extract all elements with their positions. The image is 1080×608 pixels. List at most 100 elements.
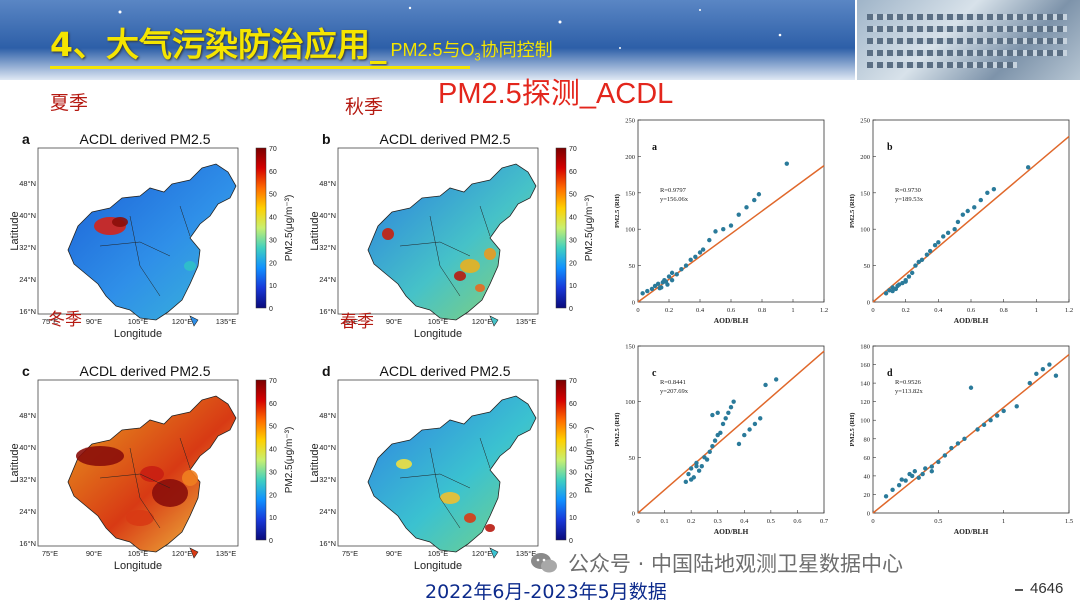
- data-point: [679, 267, 684, 272]
- data-point: [694, 460, 699, 466]
- data-point: [955, 219, 961, 225]
- map-ytick-label: 40°N: [19, 443, 36, 452]
- data-point: [688, 257, 693, 262]
- map-xtick-label: 105°E: [128, 317, 149, 326]
- map-title: ACDL derived PM2.5: [380, 131, 511, 147]
- data-point: [936, 240, 941, 245]
- y-tick-label: 250: [625, 118, 635, 125]
- colorbar-tick-label: 20: [269, 260, 277, 267]
- season-autumn: 秋季: [345, 96, 384, 118]
- data-point: [916, 259, 921, 265]
- watermark: 公众号 · 中国陆地观测卫星数据中心: [530, 548, 903, 578]
- map-plot: [67, 395, 237, 559]
- data-point: [927, 248, 933, 254]
- map-svg-a: a ACDL derived PM2.5 75°E 90°E 105°E 120°E 135…: [10, 131, 295, 340]
- colorbar-tick-label: 40: [569, 215, 577, 222]
- colorbar-tick-label: 10: [269, 515, 277, 522]
- colorbar-tick-label: 30: [269, 237, 277, 244]
- data-point: [688, 466, 694, 471]
- scatter-panel-letter: d: [887, 368, 893, 379]
- map-xtick-label: 135°E: [516, 549, 537, 558]
- map-ytick-label: 40°N: [319, 443, 336, 452]
- data-point: [1027, 380, 1032, 386]
- data-point: [941, 234, 946, 239]
- y-tick-label: 150: [860, 190, 870, 197]
- x-tick-label: 0.3: [714, 518, 722, 525]
- data-point: [932, 243, 938, 248]
- colorbar-label: PM2.5(μg/m⁻³): [284, 195, 295, 262]
- data-point: [731, 399, 736, 404]
- map-title: ACDL derived PM2.5: [380, 363, 511, 379]
- watermark-text: 公众号 · 中国陆地观测卫星数据中心: [568, 552, 904, 576]
- map-xtick-label: 90°E: [86, 317, 102, 326]
- data-point: [756, 192, 762, 197]
- map-xtick-label: 75°E: [42, 549, 58, 558]
- pm25-hotspot: [182, 470, 198, 486]
- data-point: [758, 416, 763, 421]
- data-point: [1047, 362, 1052, 367]
- pm25-hotspot: [484, 248, 496, 260]
- map-xtick-label: 90°E: [86, 549, 102, 558]
- data-point: [645, 288, 650, 294]
- map-ytick-label: 32°N: [19, 243, 36, 252]
- map-xlabel: Longitude: [414, 328, 462, 340]
- x-tick-label: 1.2: [1065, 307, 1073, 314]
- map-xtick-label: 75°E: [342, 317, 358, 326]
- colorbar-tick-label: 10: [269, 283, 277, 290]
- map-xtick-label: 135°E: [516, 317, 537, 326]
- data-point: [896, 482, 902, 488]
- page-title: 4、大气污染防治应用_ PM2.5与O3协同控制: [50, 18, 553, 64]
- data-point: [955, 441, 961, 446]
- x-tick-label: 0.6: [727, 307, 736, 314]
- y-tick-label: 20: [864, 492, 871, 499]
- x-tick-label: 0: [636, 307, 639, 314]
- map-ytick-label: 40°N: [19, 211, 36, 220]
- data-point: [683, 263, 689, 268]
- data-point: [752, 421, 758, 427]
- data-point: [710, 412, 715, 418]
- colorbar-tick-label: 70: [269, 378, 277, 385]
- map-ytick-label: 24°N: [19, 275, 36, 284]
- colorbar-tick-label: 60: [269, 169, 277, 176]
- data-point: [913, 263, 918, 268]
- map-plot: [367, 163, 537, 327]
- x-tick-label: 0.5: [934, 518, 942, 525]
- x-tick-label: 0.4: [934, 307, 943, 314]
- y-tick-label: 160: [860, 362, 870, 369]
- y-tick-label: 100: [625, 227, 635, 234]
- x-tick-label: 0.6: [967, 307, 976, 314]
- data-point: [920, 471, 925, 477]
- data-point: [720, 421, 726, 427]
- annotation-r: R=0.9526: [895, 379, 922, 386]
- y-tick-label: 200: [625, 154, 635, 161]
- x-tick-label: 1: [791, 307, 794, 314]
- colorbar-tick-label: 50: [269, 424, 277, 431]
- map-panel-letter: a: [22, 131, 30, 147]
- map-ytick-label: 24°N: [319, 507, 336, 516]
- data-point: [723, 416, 728, 421]
- x-tick-label: 0.2: [687, 518, 695, 525]
- data-point: [883, 291, 889, 296]
- map-ytick-label: 40°N: [319, 211, 336, 220]
- page-number: 4646: [1030, 580, 1064, 597]
- wechat-icon: [531, 553, 557, 573]
- map-ytick-label: 24°N: [319, 275, 336, 284]
- map-xlabel: Longitude: [114, 560, 162, 572]
- scatter-panel-letter: b: [887, 142, 893, 153]
- map-ytick-label: 48°N: [19, 411, 36, 420]
- colorbar-tick-label: 50: [569, 424, 577, 431]
- data-point: [895, 283, 900, 289]
- colorbar-tick-label: 0: [269, 306, 273, 313]
- data-point: [1040, 366, 1046, 372]
- data-point: [657, 285, 662, 291]
- data-point: [669, 270, 675, 276]
- pm25-hotspot: [76, 446, 124, 466]
- map-xtick-label: 105°E: [428, 549, 449, 558]
- scatter-xlabel: AOD/BLH: [954, 527, 989, 536]
- data-point: [942, 453, 948, 458]
- pm25-hotspot: [140, 466, 164, 482]
- data-point: [890, 288, 895, 294]
- map-ylabel: Latitude: [310, 443, 321, 482]
- data-point: [1014, 404, 1019, 409]
- data-point: [700, 247, 706, 252]
